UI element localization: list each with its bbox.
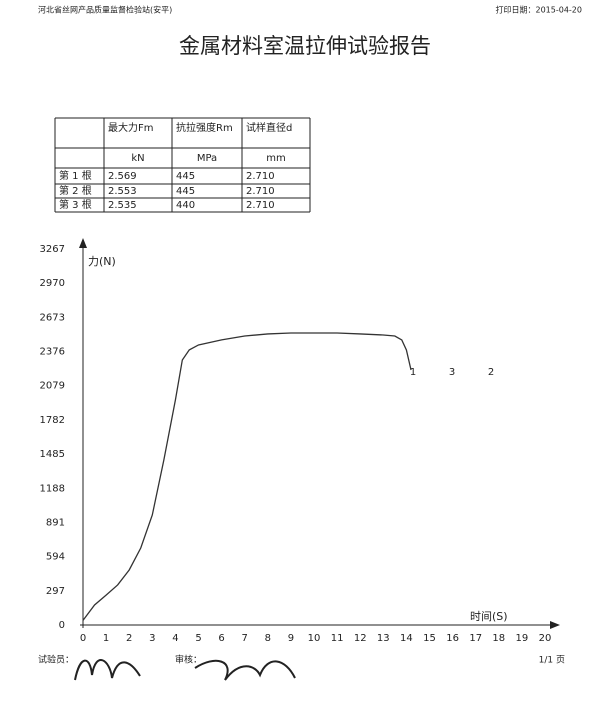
x-tick-label: 3 [149, 633, 155, 644]
tester-signature [74, 659, 141, 681]
x-tick-label: 6 [218, 633, 224, 644]
chart: 力(N) 时间(S) 02975948911188148517822079237… [40, 238, 560, 644]
x-tick-label: 7 [242, 633, 248, 644]
y-tick-label: 891 [46, 517, 65, 528]
table-cell: 2.569 [108, 171, 137, 182]
x-arrow [550, 621, 560, 629]
force-curve [82, 332, 412, 621]
y-tick-label: 1485 [40, 449, 65, 460]
curve-label: 2 [488, 367, 494, 378]
tester-label: 试验员： [38, 654, 74, 666]
table-cell: 第 3 根 [59, 198, 92, 211]
x-tick-label: 1 [103, 633, 109, 644]
table-cell: 2.710 [246, 200, 275, 211]
y-tick-label: 1782 [40, 415, 65, 426]
table-cell: 2.553 [108, 186, 137, 197]
x-tick-label: 5 [195, 633, 201, 644]
table-cell: 第 1 根 [59, 169, 92, 182]
x-tick-label: 19 [516, 633, 529, 644]
y-tick-label: 297 [46, 586, 65, 597]
x-tick-label: 16 [446, 633, 459, 644]
report-title: 金属材料室温拉伸试验报告 [179, 34, 431, 58]
table-cell: 440 [176, 200, 195, 211]
y-tick-label: 594 [46, 552, 65, 563]
y-tick-label: 2079 [40, 381, 65, 392]
table-cell: mm [266, 153, 285, 164]
table-cell: 445 [176, 171, 195, 182]
x-tick-label: 4 [172, 633, 178, 644]
x-tick-label: 9 [288, 633, 294, 644]
x-tick-label: 14 [400, 633, 413, 644]
x-tick-label: 20 [539, 633, 552, 644]
table-cell: 抗拉强度Rm [176, 121, 233, 134]
table-cell: 2.710 [246, 171, 275, 182]
x-tick-label: 2 [126, 633, 132, 644]
table-cell: 2.535 [108, 200, 137, 211]
reviewer-signature [194, 659, 296, 681]
table-cell: 第 2 根 [59, 184, 92, 197]
table-cell: MPa [197, 153, 217, 164]
x-tick-label: 10 [308, 633, 321, 644]
y-arrow [79, 238, 87, 248]
result-table: 最大力Fm 抗拉强度Rm 试样直径d kN MPa mm 第 1 根 2.569 445 2.71… [54, 117, 311, 213]
table-cell: 最大力Fm [108, 121, 154, 134]
y-tick-label: 1188 [40, 483, 65, 494]
y-tick-label: 2376 [40, 347, 65, 358]
x-axis-label: 时间(S) [470, 610, 508, 623]
table-cell: 试样直径d [246, 121, 292, 134]
x-tick-label: 13 [377, 633, 390, 644]
x-tick-label: 15 [423, 633, 436, 644]
table-cell: 445 [176, 186, 195, 197]
y-tick-label: 0 [59, 620, 65, 631]
header-right: 打印日期：2015-04-20 [496, 5, 583, 15]
table-cell: kN [131, 153, 144, 164]
curve-label: 3 [449, 367, 455, 378]
reviewer-label: 审核： [175, 654, 202, 666]
x-tick-label: 8 [265, 633, 271, 644]
y-tick-label: 2673 [40, 312, 65, 323]
y-tick-label: 3267 [40, 244, 65, 255]
x-tick-label: 0 [80, 633, 86, 644]
page-number: 1/1 页 [539, 655, 565, 666]
x-tick-label: 17 [469, 633, 482, 644]
x-tick-label: 12 [354, 633, 367, 644]
x-tick-label: 18 [492, 633, 505, 644]
x-tick-label: 11 [331, 633, 344, 644]
curve-label: 1 [410, 367, 416, 378]
table-cell: 2.710 [246, 186, 275, 197]
header-left: 河北省丝网产品质量监督检验站(安平) [38, 5, 172, 15]
y-tick-label: 2970 [40, 278, 65, 289]
y-axis-label: 力(N) [88, 255, 116, 268]
